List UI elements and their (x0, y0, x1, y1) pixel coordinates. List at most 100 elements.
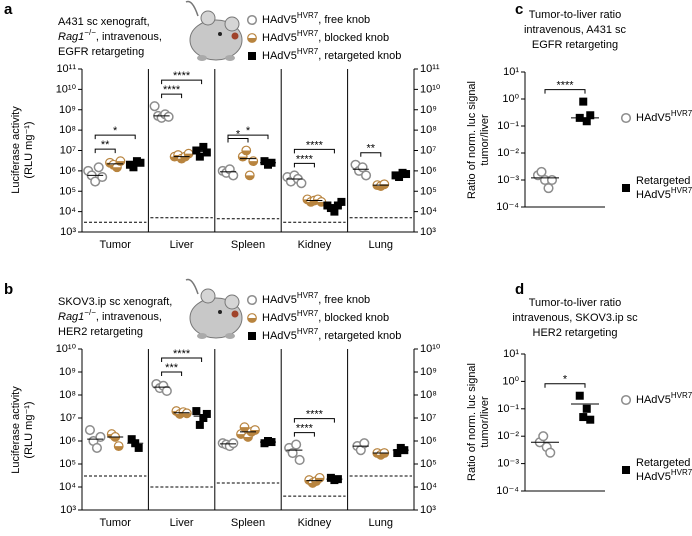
legend-label: HAdV5HVR7 (636, 109, 692, 124)
marker-open-circle (361, 170, 372, 181)
y-tick-label: 10⁻¹ (497, 403, 519, 415)
legend-marker (622, 184, 630, 192)
marker-open-circle (359, 438, 370, 449)
legend-marker (246, 294, 258, 306)
y-tick-label: 10⁷ (60, 412, 76, 424)
legend-marker (620, 394, 632, 406)
panel-title: Tumor-to-liver ratio (529, 9, 622, 21)
marker-square (195, 420, 204, 429)
y-tick-label: 10⁵ (59, 185, 76, 197)
y-tick-label-right: 10⁷ (420, 412, 436, 424)
y-tick-label-right: 10¹⁰ (420, 83, 441, 95)
panel-letter: a (4, 1, 13, 18)
marker-open-circle (228, 170, 239, 181)
y-tick-label-right: 10⁴ (420, 206, 437, 218)
marker-half-bottom (243, 436, 253, 442)
marker-square (579, 97, 588, 106)
significance-label: * (246, 125, 251, 137)
significance-bracket (161, 79, 203, 85)
x-tick-label: Lung (369, 239, 393, 251)
x-tick-label: Spleen (231, 517, 265, 529)
marker-square (337, 197, 346, 206)
x-tick-label: Liver (170, 239, 194, 251)
legend-label: HAdV5HVR7, retargeted knob (262, 327, 401, 342)
marker-square (202, 409, 211, 418)
panel-title: A431 sc xenograft, (58, 16, 150, 28)
marker-open-circle (91, 442, 102, 453)
significance-label: **** (296, 153, 314, 165)
y-tick-label: 10⁴ (59, 481, 76, 493)
marker-open-circle (287, 447, 298, 459)
significance-bracket (544, 89, 586, 94)
marker-half-bottom (247, 318, 257, 323)
significance-label: **** (306, 408, 324, 420)
legend-label: HAdV5HVR7, retargeted knob (262, 47, 401, 62)
y-tick-label-right: 10⁴ (420, 481, 437, 493)
x-tick-label: Liver (170, 517, 194, 529)
marker-square (127, 435, 136, 444)
significance-bracket (293, 418, 335, 423)
panel-title: intravenous, SKOV3.ip sc (512, 312, 638, 324)
legend-label: HAdV5HVR7 (636, 391, 692, 406)
marker-square (199, 142, 208, 151)
marker-square (199, 414, 208, 422)
y-tick-label-right: 10⁶ (420, 435, 437, 447)
marker-half-bottom (380, 453, 389, 458)
y-tick-label: 10⁷ (60, 144, 76, 156)
y-tick-label: 10⁸ (59, 389, 76, 401)
y-tick-label: 10⁻⁴ (496, 201, 519, 213)
marker-square (586, 415, 595, 424)
y-tick-label: 10⁻² (497, 430, 519, 442)
legend-marker (248, 52, 256, 60)
panel-title: EGFR retargeting (58, 46, 144, 58)
y-tick-label: 10¹¹ (56, 63, 76, 75)
panel-title: SKOV3.ip sc xenograft, (58, 296, 172, 308)
marker-square (136, 158, 145, 167)
y-tick-label: 10⁴ (59, 206, 76, 218)
y-tick-label: 10⁻³ (497, 174, 519, 186)
panel-letter: c (515, 1, 523, 18)
panel-title: Tumor-to-liver ratio (529, 297, 622, 309)
y-tick-label: 10⁸ (59, 124, 76, 136)
y-tick-label: 10⁻² (497, 147, 519, 159)
y-tick-label: 10⁻³ (497, 458, 519, 470)
marker-square (586, 111, 595, 120)
significance-label: **** (173, 348, 191, 360)
marker-half-bottom (114, 446, 123, 451)
marker-open-circle (545, 447, 556, 458)
marker-square (395, 173, 404, 182)
legend-label: HAdV5HVR7, blocked knob (262, 309, 389, 324)
marker-open-circle (296, 178, 307, 189)
significance-label: * (236, 128, 241, 140)
marker-square (129, 163, 138, 172)
panel-title: HER2 retargeting (533, 327, 618, 339)
y-tick-label-right: 10¹¹ (420, 63, 440, 75)
y-tick-label: 10⁹ (59, 104, 76, 116)
significance-label: **** (173, 70, 191, 82)
marker-half-bottom (241, 150, 251, 155)
marker-square (192, 146, 201, 155)
marker-open-circle (95, 431, 106, 442)
marker-half-circle (241, 145, 252, 156)
significance-bracket (94, 134, 136, 140)
x-tick-label: Kidney (298, 239, 332, 251)
marker-half-circle (244, 170, 255, 181)
marker-open-circle (90, 176, 101, 187)
panel-title: HER2 retargeting (58, 326, 143, 338)
marker-half-bottom (112, 167, 122, 172)
significance-label: **** (163, 84, 181, 96)
significance-bracket (293, 162, 315, 168)
marker-open-circle (149, 101, 160, 112)
marker-square (393, 449, 402, 458)
legend-label: HAdV5HVR7, free knob (262, 11, 370, 26)
marker-square (579, 413, 588, 422)
mouse-illustration (185, 278, 243, 339)
significance-label: * (563, 374, 568, 386)
significance-label: *** (165, 362, 179, 374)
significance-bracket (227, 134, 269, 140)
y-axis-label: (RLU mg⁻¹) (23, 401, 35, 458)
y-tick-label-right: 10⁹ (420, 366, 437, 378)
marker-square (330, 207, 339, 216)
panel-letter: b (4, 281, 13, 298)
marker-open-circle (543, 183, 554, 194)
